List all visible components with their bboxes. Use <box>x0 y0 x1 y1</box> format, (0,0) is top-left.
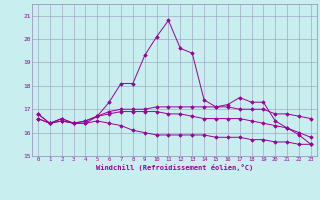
X-axis label: Windchill (Refroidissement éolien,°C): Windchill (Refroidissement éolien,°C) <box>96 164 253 171</box>
